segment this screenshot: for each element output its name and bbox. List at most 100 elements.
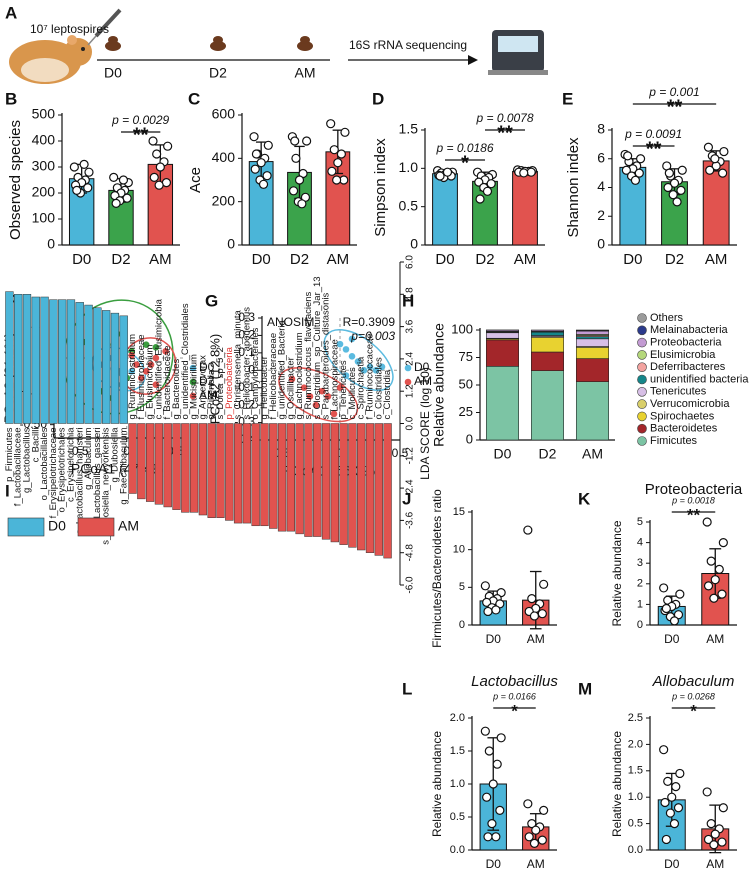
data-point [290,136,300,146]
p-value: p = 0.0078 [475,111,533,125]
data-point [671,782,681,792]
bar-segment [575,329,609,331]
data-point [664,168,674,178]
feature-label: c_Clostridia [382,369,393,419]
data-point [327,166,337,176]
y-tick-label: 2.5 [628,712,643,724]
panel-letter: G [205,291,218,310]
bar-segment [530,337,564,353]
data-point [676,185,686,195]
data-point [324,393,332,400]
data-point [152,354,160,362]
chart-title: Lactobacillus [471,673,558,690]
feature-label: s_Dorea_sp_5_2 [215,347,226,419]
data-point [138,374,145,382]
y-tick-label: -0.2 [234,397,255,411]
data-point [529,838,540,849]
feature-label: f_Ruminococcaceae [365,333,376,419]
lda-bar [75,302,84,424]
data-point [621,165,631,175]
data-point [483,832,493,842]
y-tick-label: 0.5 [399,197,419,213]
p-value: p = 0.0268 [671,691,715,701]
y-tick-label: 600 [212,106,236,122]
panel-letter: H [402,291,414,310]
y-tick-label: 1.0 [628,791,643,803]
sequencer-screen [498,36,538,52]
feature-label: s_Helicobacter_apodemus [241,307,252,420]
y-tick-label: 75 [459,349,473,364]
feature-label: o_Lactobacillales [39,427,50,500]
lda-bar [84,304,93,424]
chart-panel: K 0 1 2 3 4 5 Relative abundance D0 AM Proteobacte… [578,481,743,646]
data-point [486,179,496,189]
data-point [661,603,671,614]
y-tick-label: 1 [637,598,643,610]
hamster-eye [81,47,85,51]
y-tick-label: 1.0 [450,778,465,790]
legend-marker [637,337,647,348]
lda-bar [374,423,383,556]
panel-letter: I [5,481,10,500]
data-point [706,818,716,829]
legend-label: Fimicutes [650,435,698,447]
hamster-head [64,38,92,66]
x-tick-label: AM [527,857,545,871]
data-point [677,165,687,175]
data-point [659,745,669,755]
chart-panel: C 0 200 400 600 Ace D0 D2 AM [187,89,357,268]
lda-bar [207,423,216,518]
sequencer-base [488,70,548,75]
x-tick-label: AM [706,632,724,646]
data-point [83,183,93,193]
lda-bar [269,423,278,529]
panel-letter: L [402,679,412,698]
x-tick-label: D0 [252,251,271,268]
legend-marker [189,392,197,400]
data-point [630,175,641,185]
significance-stars: * [461,152,469,174]
p-value: p = 0.0091 [624,127,682,141]
data-point [703,834,714,845]
y-tick-label: -2.4 [405,479,416,497]
y-tick-label: 0.5 [628,818,643,830]
legend-label: AM [199,388,217,402]
y-tick-label: 2.0 [450,712,465,724]
significance-stars: * [690,701,697,720]
feature-label: g_unidentified_Bacteria [277,319,288,419]
lda-bar [225,423,234,521]
data-point [669,178,680,188]
lda-bar [154,423,164,505]
chart-title: Allobaculum [652,673,735,690]
legend-label: Deferribacteres [650,361,726,373]
data-point [634,168,644,178]
x-tick-label: D2 [111,251,130,268]
feature-label: g_Faecalibaculum [118,427,129,504]
data-point [330,410,338,418]
feature-label: o_unidentified_Clostridiales [180,303,191,419]
bar-segment [530,329,564,332]
lda-bar [277,423,287,532]
data-point [442,167,453,177]
panel-a: A 10⁷ leptospires D0 D2 AM 16S rRNA sequ… [5,3,548,84]
y-tick-label: 0.3 [238,310,255,324]
lda-bar [66,299,76,424]
y-tick-label: 0 [47,236,55,252]
feature-label: f_Lactobacillaceae [13,428,24,507]
feature-label: g_Helicobacter [259,356,270,419]
data-point [147,361,155,368]
lda-bar [102,310,111,424]
timepoint: AM [295,65,316,81]
lda-bar [58,299,67,424]
data-point [675,768,685,779]
bar-segment [575,347,609,359]
lda-bar [233,423,243,524]
data-point [149,172,159,182]
legend-label: Proteobacteria [650,337,722,349]
data-point [487,818,497,829]
legend-label: D0 [48,518,66,534]
feature-label: o_Erysipelotrichales [57,427,68,512]
y-tick-label: 400 [32,132,56,148]
bar-segment [530,351,564,372]
legend-marker [189,378,197,386]
